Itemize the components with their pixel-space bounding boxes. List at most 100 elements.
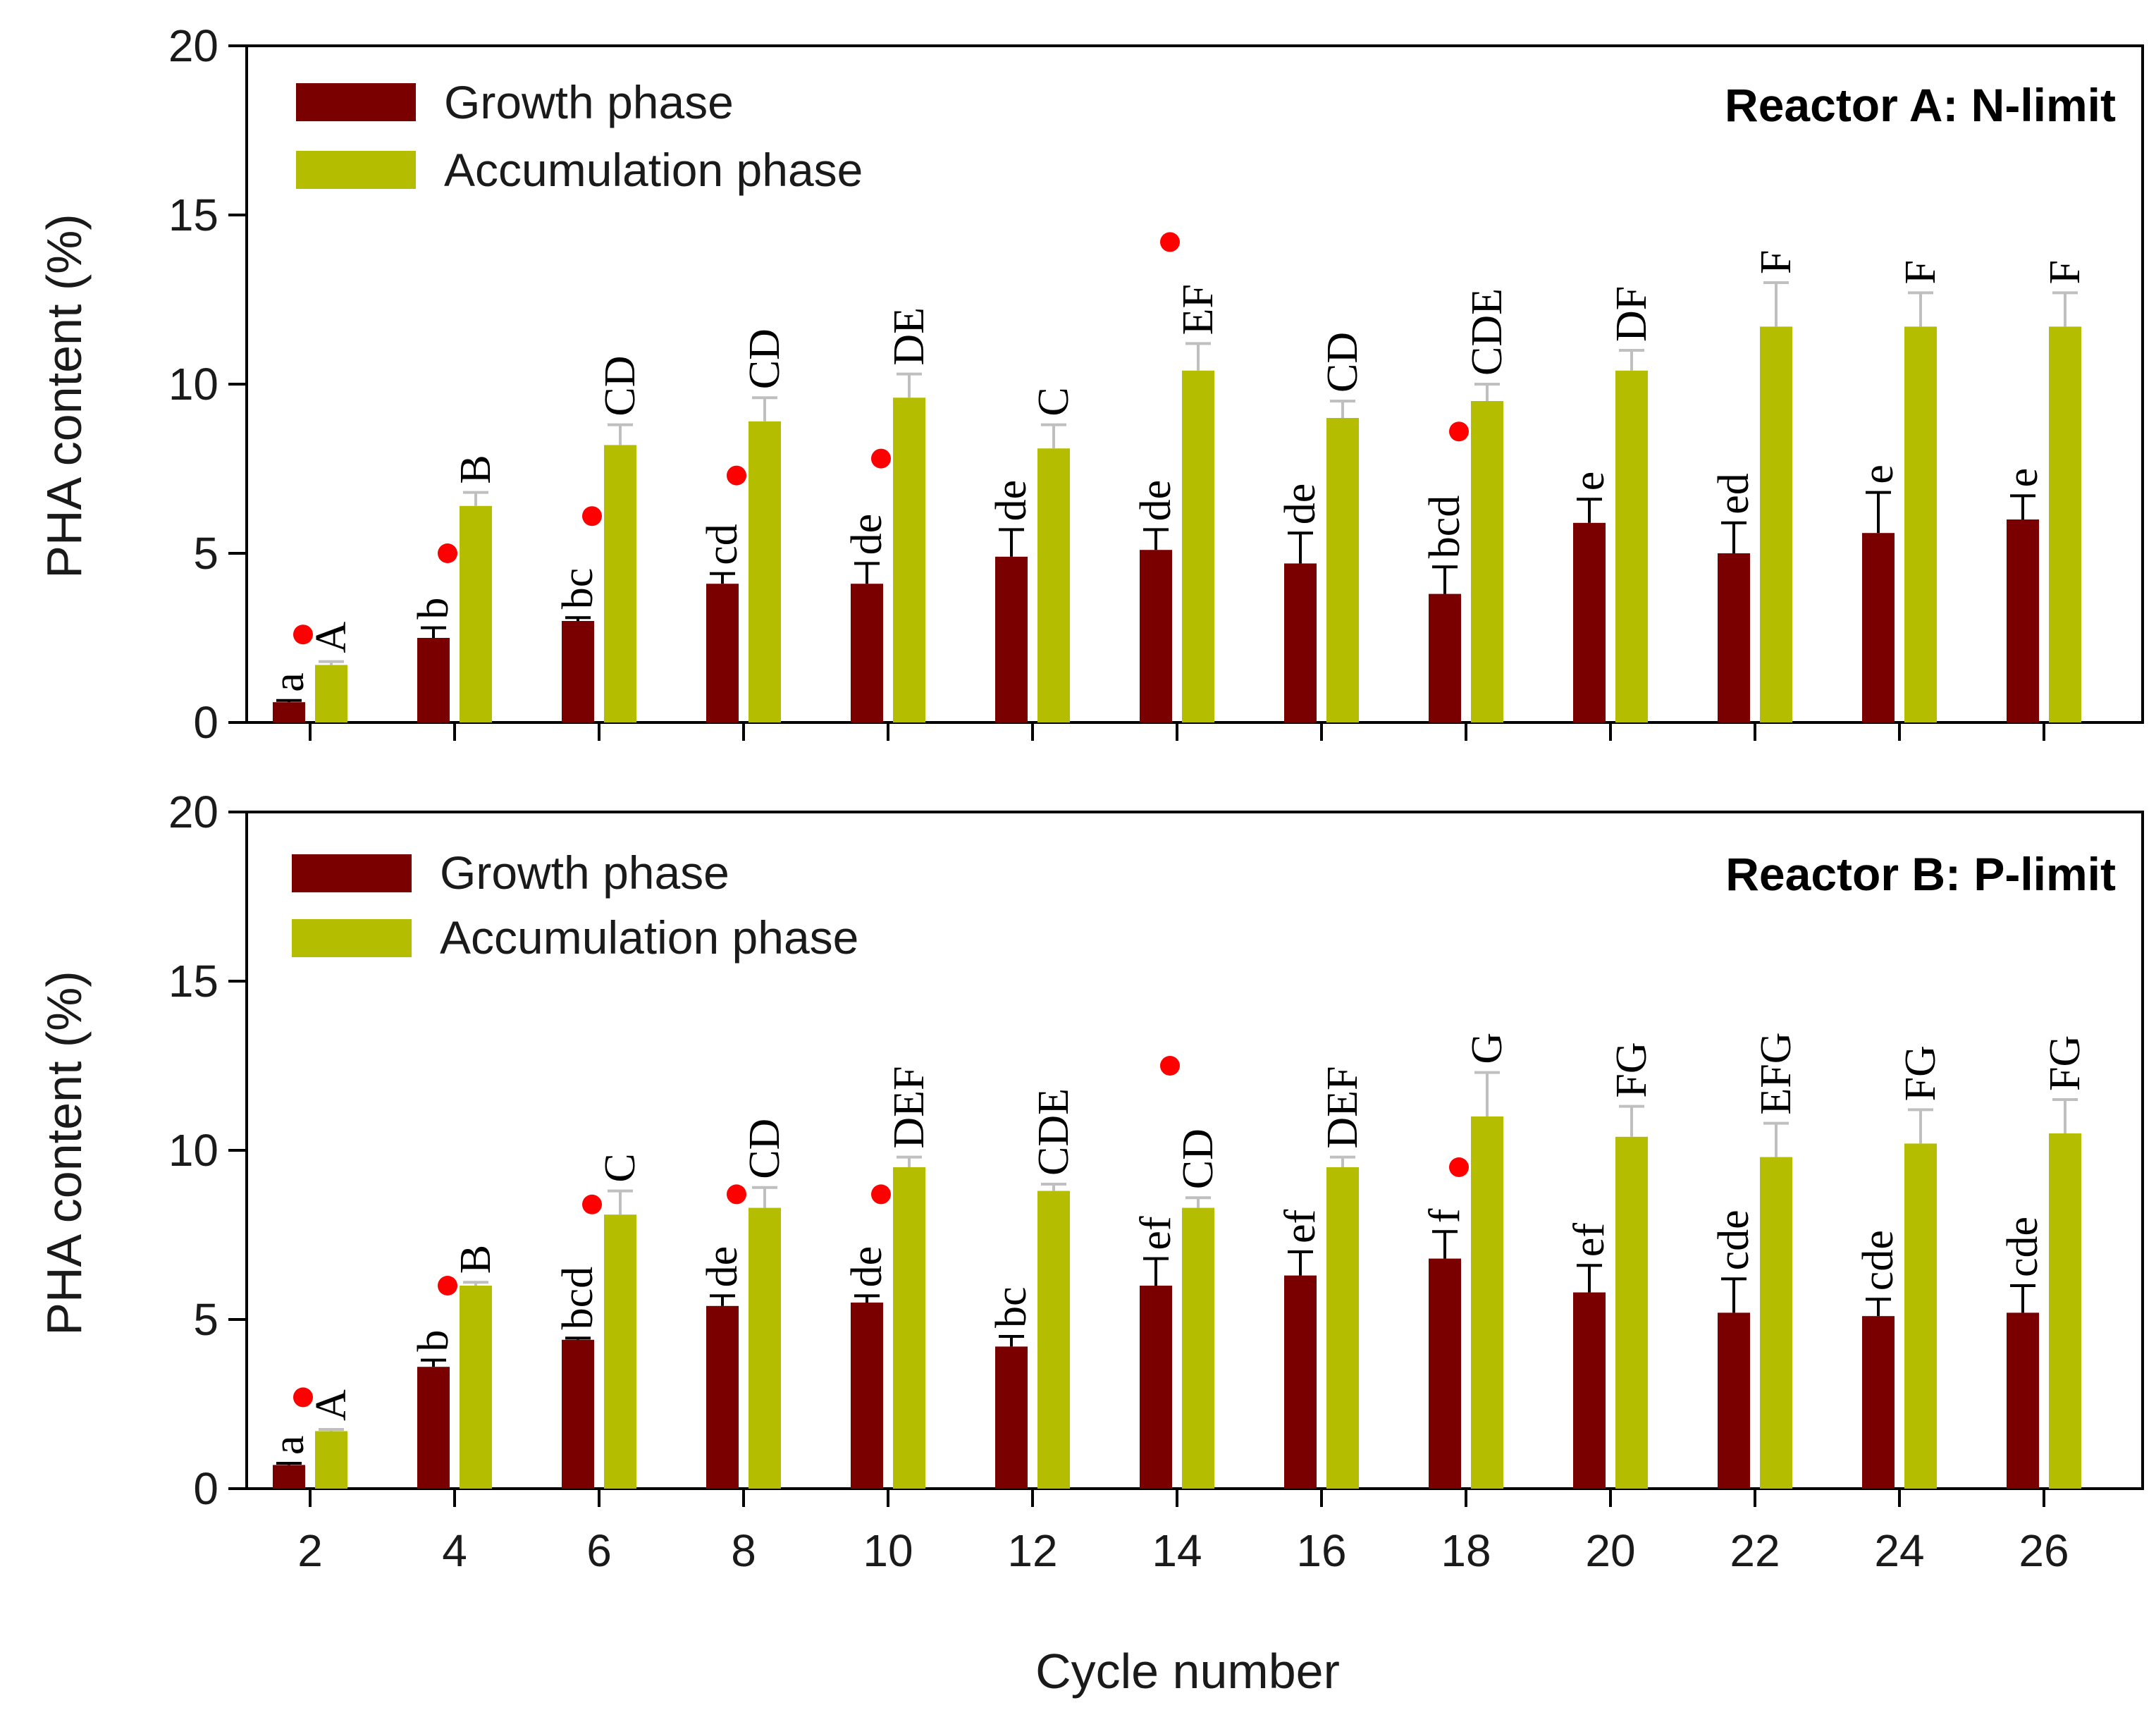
panel-a-significance-label: e	[1854, 464, 1902, 484]
panel-b-bar-accumulation	[460, 1286, 492, 1489]
panel-a-significance-label: bc	[554, 568, 602, 610]
panel-b-significance-label: a	[265, 1435, 313, 1455]
panel-b-bar-growth	[2007, 1312, 2039, 1489]
panel-b-x-tick-label: 12	[1007, 1525, 1057, 1576]
panel-b-bar-accumulation	[1326, 1167, 1359, 1489]
panel-b-x-tick-label: 18	[1441, 1525, 1491, 1576]
legend-label-accumulation: Accumulation phase	[440, 911, 858, 964]
panel-a-significance-label: F	[2041, 260, 2089, 284]
panel-b-bar-accumulation	[2049, 1133, 2081, 1489]
panel-b-bar-accumulation	[1615, 1136, 1648, 1489]
panel-b-bar-accumulation	[604, 1214, 636, 1489]
panel-a-bar-accumulation	[1904, 326, 1937, 722]
panel-a-significance-label: cd	[698, 524, 746, 565]
panel-b-bar-growth	[1429, 1258, 1461, 1489]
panel-b-bar-growth	[851, 1303, 883, 1489]
panel-b-x-tick-label: 6	[586, 1525, 612, 1576]
panel-a-significance-label: F	[1897, 260, 1945, 284]
panel-b-significance-label: cde	[1710, 1210, 1758, 1270]
panel-b-significance-label: FG	[1897, 1045, 1945, 1101]
panel-b-significance-label: bc	[987, 1286, 1035, 1328]
panel-a-significance-label: a	[265, 672, 313, 692]
panel-a-significance-label: DF	[1608, 286, 1656, 342]
panel-a-significance-label: EF	[1174, 284, 1222, 335]
panel-a-bar-accumulation	[315, 665, 347, 722]
panel-b-significance-dot	[438, 1276, 457, 1296]
panel-b-significance-label: FG	[2041, 1035, 2089, 1091]
panel-b-bar-growth	[706, 1305, 739, 1489]
panel-b-significance-label: CD	[1174, 1128, 1222, 1189]
panel-b-significance-dot	[727, 1184, 746, 1205]
panel-b-significance-label: C	[596, 1153, 644, 1182]
panel-b-significance-label: CD	[741, 1119, 789, 1179]
panel-b-title: Reactor B: P-limit	[1725, 848, 2116, 900]
panel-a-significance-label: DE	[885, 307, 933, 366]
panel-b-bar-growth	[1718, 1312, 1750, 1489]
panel-a-y-tick-label: 10	[168, 359, 218, 410]
panel-a-bar-growth	[2007, 519, 2039, 722]
legend-swatch-accumulation	[292, 919, 412, 957]
panel-a-title: Reactor A: N-limit	[1725, 79, 2116, 131]
panel-b-significance-label: FG	[1608, 1042, 1656, 1097]
panel-a-significance-label: CDE	[1463, 288, 1511, 376]
panel-b-significance-dot	[293, 1387, 313, 1408]
panel-b-bar-accumulation	[749, 1207, 781, 1489]
panel-a-significance-label: de	[1132, 480, 1180, 522]
panel-a-bar-accumulation	[460, 505, 492, 722]
panel-b-significance-label: EFG	[1752, 1032, 1800, 1114]
panel-b-significance-label: ef	[1132, 1216, 1180, 1250]
panel-b-significance-label: f	[1421, 1208, 1469, 1223]
panel-b-bar-accumulation	[1904, 1143, 1937, 1489]
panel-b-significance-label: CDE	[1030, 1088, 1078, 1176]
panel-b-x-tick-label: 26	[2019, 1525, 2069, 1576]
panel-a-significance-label: F	[1752, 250, 1800, 274]
panel-a-significance-label: CD	[741, 328, 789, 389]
panel-a-significance-label: CD	[596, 355, 644, 416]
panel-a-significance-dot	[1160, 232, 1180, 252]
panel-b-significance-label: B	[452, 1245, 500, 1274]
panel-a-bar-accumulation	[749, 421, 781, 722]
panel-a-bar-accumulation	[604, 445, 636, 722]
panel-a-bar-growth	[851, 584, 883, 722]
panel-a-bar-growth	[273, 702, 305, 722]
panel-b-significance-dot	[582, 1194, 602, 1214]
legend-swatch-accumulation	[296, 151, 416, 189]
panel-b-significance-label: bcd	[554, 1267, 602, 1330]
panel-a-bar-accumulation	[893, 398, 925, 722]
panel-a-significance-label: CD	[1319, 332, 1367, 393]
panel-a-bar-accumulation	[1182, 370, 1214, 722]
x-axis-title: Cycle number	[1035, 1644, 1340, 1699]
panel-a-significance-label: b	[409, 598, 457, 620]
panel-b-bar-growth	[1284, 1275, 1317, 1489]
panel-b-y-tick-label: 0	[193, 1463, 218, 1514]
panel-a-significance-label: bcd	[1421, 496, 1469, 559]
panel-b-y-tick-label: 5	[193, 1294, 218, 1345]
panel-b-significance-dot	[1449, 1157, 1469, 1177]
panel-b-significance-dot	[871, 1184, 891, 1205]
panel-b-bar-accumulation	[315, 1431, 347, 1489]
panel-a-bar-growth	[706, 584, 739, 722]
panel-a-significance-label: C	[1030, 387, 1078, 416]
panel-a-significance-label: ed	[1710, 473, 1758, 515]
panel-a-significance-label: e	[1999, 468, 2047, 488]
panel-b-x-tick-label: 16	[1296, 1525, 1346, 1576]
panel-a-bar-growth	[995, 556, 1028, 722]
panel-b-x-tick-label: 4	[442, 1525, 467, 1576]
panel-a-legend: Growth phase Accumulation phase	[296, 76, 863, 196]
panel-b-x-tick-label: 22	[1730, 1525, 1780, 1576]
panel-a-bar-accumulation	[1760, 326, 1792, 722]
panel-b-significance-label: b	[409, 1330, 457, 1352]
panel-a-significance-label: e	[1565, 472, 1613, 491]
panel-b-bar-growth	[1140, 1286, 1172, 1489]
panel-a-significance-dot	[727, 465, 746, 486]
panel-a-y-axis-title: PHA content (%)	[37, 214, 92, 578]
panel-a-y-tick-label: 15	[168, 190, 218, 240]
panel-a-bar-growth	[417, 638, 450, 722]
panel-b-bar-accumulation	[1760, 1157, 1792, 1489]
panel-a-bar-growth	[1284, 563, 1317, 722]
panel-a-bar-accumulation	[1326, 418, 1359, 722]
panel-b-y-tick-label: 15	[168, 956, 218, 1007]
panel-b-significance-label: ef	[1565, 1223, 1613, 1257]
panel-b-x-tick-label: 14	[1152, 1525, 1202, 1576]
